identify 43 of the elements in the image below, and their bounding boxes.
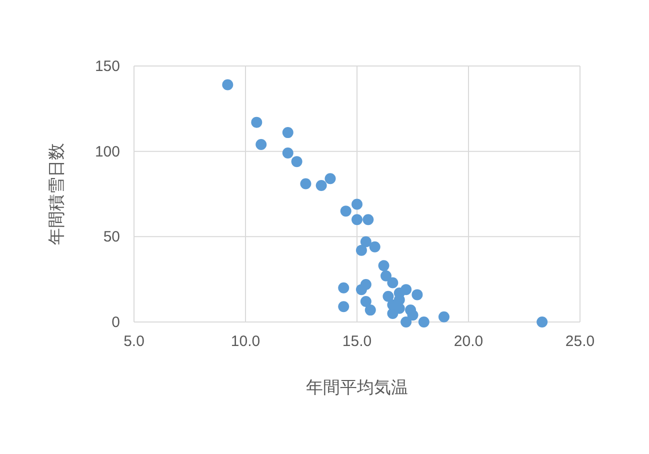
point [352, 198, 362, 210]
point [316, 180, 327, 191]
point [282, 127, 294, 138]
point [256, 139, 267, 150]
point [382, 290, 394, 302]
x-tick-label: 5.0 [124, 333, 144, 350]
point [251, 116, 262, 128]
point [356, 284, 367, 296]
y-tick-label: 50 [103, 228, 120, 246]
point [352, 214, 362, 226]
point [380, 270, 392, 282]
point [338, 282, 350, 294]
point [340, 206, 352, 217]
x-axis-title: 年間平均気温 [306, 378, 408, 397]
point [222, 79, 234, 90]
point [378, 260, 390, 272]
point [300, 178, 312, 190]
point [438, 311, 450, 322]
point [362, 214, 374, 226]
point [356, 244, 367, 256]
x-tick-label: 15.0 [342, 333, 372, 350]
point [360, 236, 372, 248]
y-tick-label: 100 [94, 143, 120, 160]
point [412, 289, 423, 300]
point [400, 284, 412, 296]
point [282, 148, 294, 159]
point [291, 156, 302, 168]
x-tick-label: 20.0 [454, 333, 484, 350]
point [536, 316, 548, 328]
y-tick-label: 0 [112, 314, 120, 331]
point [400, 316, 412, 328]
point [324, 173, 336, 184]
point [360, 296, 372, 308]
y-axis-title: 年間積雪日数 [47, 143, 66, 245]
point [418, 316, 430, 328]
point [364, 304, 376, 316]
y-tick-label: 150 [94, 58, 120, 75]
x-tick-label: 25.0 [565, 333, 595, 350]
point [338, 301, 350, 312]
point [407, 310, 418, 321]
point [387, 277, 398, 288]
x-tick-label: 10.0 [230, 333, 260, 350]
point [369, 241, 380, 252]
